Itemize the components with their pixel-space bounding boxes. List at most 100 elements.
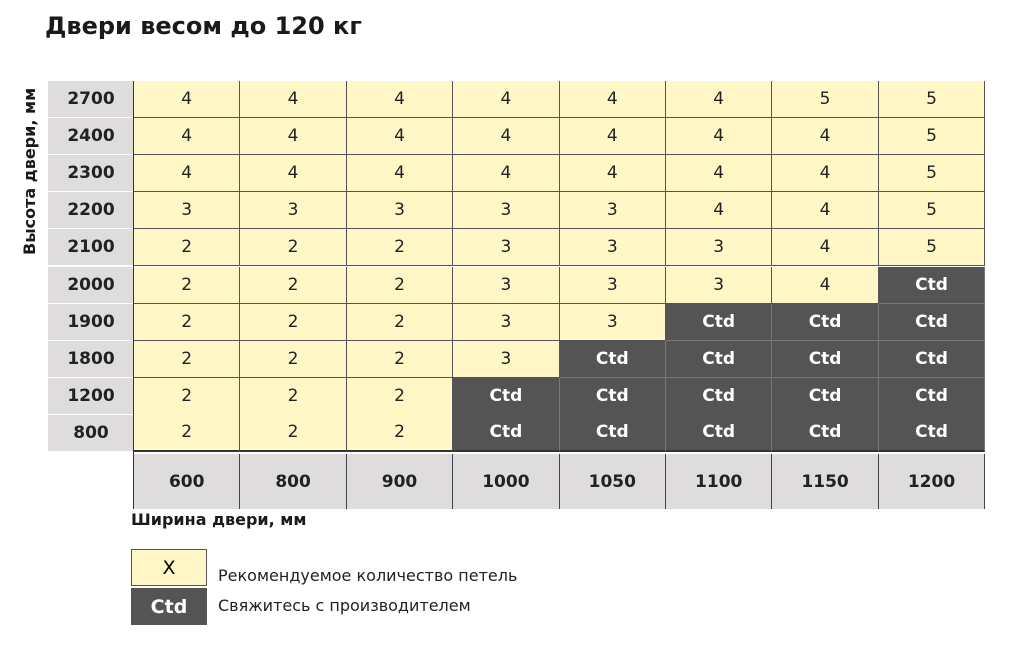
table-cell: Ctd — [772, 303, 879, 341]
table-cell: 3 — [453, 192, 560, 230]
table-cell: 5 — [878, 229, 986, 267]
table-cell: Ctd — [666, 377, 773, 415]
table-cell: Ctd — [878, 266, 986, 304]
table-cell: 3 — [453, 303, 560, 341]
table-cell: 3 — [559, 303, 666, 341]
table-cell: Ctd — [559, 414, 666, 452]
table-cell: Ctd — [559, 377, 666, 415]
table-cell: Ctd — [772, 340, 879, 378]
table-cell: 4 — [559, 81, 666, 119]
column-header: 1100 — [666, 454, 773, 509]
table-cell: 2 — [134, 266, 241, 304]
table-cell: 4 — [772, 192, 879, 230]
table-cell: Ctd — [772, 377, 879, 415]
table-cell: 4 — [453, 81, 560, 119]
table-cell: 4 — [559, 155, 666, 193]
table-cell: Ctd — [666, 340, 773, 378]
table-cell: 4 — [134, 81, 241, 119]
table-cell: 4 — [559, 118, 666, 156]
table-cell: 3 — [240, 192, 347, 230]
column-header: 900 — [346, 454, 454, 509]
table-cell: 4 — [772, 229, 879, 267]
table-cell: 4 — [453, 155, 560, 193]
table-cell: 2 — [134, 340, 241, 378]
table-cell: Ctd — [666, 414, 773, 452]
row-header: 1200 — [48, 377, 134, 415]
table-cell: 4 — [666, 192, 773, 230]
table-cell: 2 — [346, 340, 454, 378]
table-cell: 5 — [878, 155, 986, 193]
column-header: 600 — [134, 454, 241, 509]
table-cell: 5 — [878, 192, 986, 230]
table-cell: 4 — [453, 118, 560, 156]
table-cell: 2 — [134, 377, 241, 415]
table-cell: 2 — [346, 229, 454, 267]
table-cell: 3 — [559, 229, 666, 267]
table-cell: Ctd — [453, 414, 560, 452]
row-header: 2200 — [48, 192, 134, 230]
table-cell: 3 — [559, 192, 666, 230]
table-cell: 2 — [134, 229, 241, 267]
table-cell: 3 — [346, 192, 454, 230]
column-header: 1000 — [453, 454, 560, 509]
table-cell: 3 — [666, 266, 773, 304]
table-cell: 4 — [346, 155, 454, 193]
table-cell: 2 — [134, 414, 241, 452]
y-axis-label: Высота двери, мм — [20, 87, 39, 255]
table-cell: Ctd — [559, 340, 666, 378]
table-cell: 4 — [240, 81, 347, 119]
table-cell: 2 — [346, 303, 454, 341]
table-cell: 4 — [772, 266, 879, 304]
table-cell: 4 — [240, 155, 347, 193]
table-cell: 5 — [878, 81, 986, 119]
table-cell: 2 — [346, 266, 454, 304]
column-header: 1050 — [559, 454, 666, 509]
table-cell: 4 — [666, 155, 773, 193]
table-cell: 4 — [772, 118, 879, 156]
table-cell: 3 — [134, 192, 241, 230]
row-header: 2400 — [48, 118, 134, 156]
legend-contact-swatch: Ctd — [131, 588, 207, 625]
row-header: 2300 — [48, 155, 134, 193]
table-cell: Ctd — [878, 377, 986, 415]
table-cell: 3 — [453, 229, 560, 267]
table-cell: Ctd — [772, 414, 879, 452]
table-cell: Ctd — [878, 303, 986, 341]
table-cell: 3 — [453, 266, 560, 304]
table-cell: 2 — [240, 266, 347, 304]
table-cell: 4 — [346, 81, 454, 119]
table-cell: Ctd — [666, 303, 773, 341]
x-axis-label: Ширина двери, мм — [131, 510, 307, 529]
table-cell: 5 — [772, 81, 879, 119]
table-cell: 2 — [240, 377, 347, 415]
column-header: 1150 — [772, 454, 879, 509]
table-cell: 4 — [240, 118, 347, 156]
column-header: 800 — [240, 454, 347, 509]
legend-recommended-swatch: X — [131, 549, 207, 586]
table-divider — [133, 81, 134, 509]
table-cell: 5 — [878, 118, 986, 156]
table-cell: 2 — [346, 414, 454, 452]
table-cell: 2 — [240, 414, 347, 452]
row-header: 2100 — [48, 229, 134, 267]
table-cell: 3 — [559, 266, 666, 304]
row-header: 1900 — [48, 303, 134, 341]
page-title: Двери весом до 120 кг — [45, 12, 362, 40]
table-cell: 2 — [240, 340, 347, 378]
table-cell: 4 — [134, 118, 241, 156]
table-cell: 4 — [346, 118, 454, 156]
row-header: 1800 — [48, 340, 134, 378]
row-header: 2000 — [48, 266, 134, 304]
table-cell: Ctd — [453, 377, 560, 415]
table-cell: 3 — [453, 340, 560, 378]
table-cell: 2 — [240, 229, 347, 267]
column-header: 1200 — [878, 454, 986, 509]
table-cell: Ctd — [878, 414, 986, 452]
table-cell: Ctd — [878, 340, 986, 378]
table-cell: 4 — [666, 81, 773, 119]
row-header: 2700 — [48, 81, 134, 119]
table-cell: 2 — [240, 303, 347, 341]
table-cell: 2 — [346, 377, 454, 415]
table-cell: 4 — [666, 118, 773, 156]
table-cell: 2 — [134, 303, 241, 341]
